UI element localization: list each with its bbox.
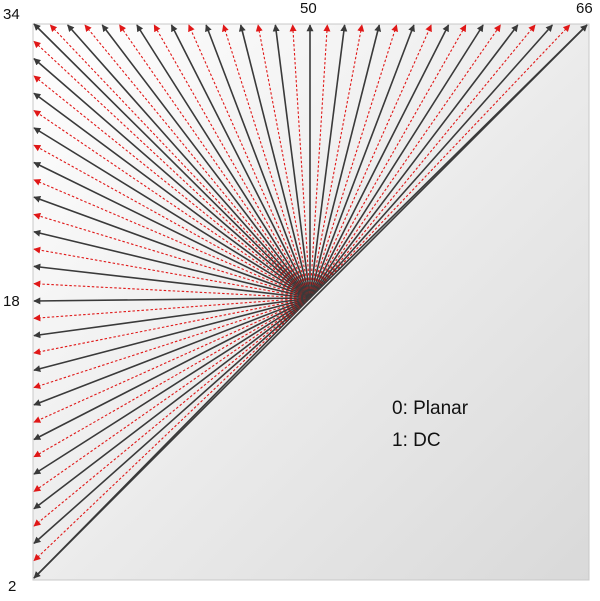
mode-arrow-7 (33, 297, 311, 492)
mode-arrow-3 (33, 297, 311, 562)
mode-arrow-5 (33, 297, 311, 527)
legend-dc: 1: DC (392, 430, 441, 451)
mode-arrow-6 (33, 297, 311, 510)
mode-arrow-42 (170, 24, 311, 299)
mode-arrow-23 (33, 212, 311, 299)
mode-arrow-19 (33, 280, 311, 299)
mode-label-66: 66 (576, 0, 593, 17)
mode-arrow-2 (33, 297, 311, 579)
mode-arrow-22 (33, 229, 311, 299)
mode-arrow-36 (67, 24, 311, 299)
mode-arrow-52 (309, 24, 348, 299)
mode-label-34: 34 (3, 6, 20, 23)
mode-arrow-66 (309, 24, 588, 299)
mode-arrow-62 (309, 24, 519, 299)
mode-arrow-28 (33, 127, 311, 299)
mode-arrow-18 (33, 297, 311, 305)
mode-arrow-41 (153, 24, 311, 299)
mode-arrow-25 (33, 179, 311, 299)
mode-arrow-4 (33, 297, 311, 544)
mode-arrow-39 (119, 24, 311, 299)
mode-arrow-61 (309, 24, 501, 299)
mode-arrow-10 (33, 297, 311, 441)
mode-arrow-45 (222, 24, 311, 299)
mode-arrow-34 (33, 23, 311, 299)
mode-arrow-24 (33, 196, 311, 299)
mode-arrow-37 (84, 24, 311, 299)
mode-arrow-48 (272, 24, 311, 299)
mode-label-18: 18 (3, 293, 20, 310)
diagonal-line-2-to-66 (33, 24, 588, 579)
mode-arrow-57 (309, 24, 432, 299)
mode-arrow-43 (188, 24, 311, 299)
mode-arrow-63 (309, 24, 536, 299)
mode-arrow-11 (33, 297, 311, 423)
mode-arrow-26 (33, 161, 311, 299)
mode-arrow-53 (309, 24, 365, 299)
mode-arrow-55 (309, 24, 398, 299)
mode-arrow-13 (33, 297, 311, 389)
mode-arrow-51 (309, 24, 331, 299)
mode-arrow-49 (289, 24, 311, 299)
mode-arrow-27 (33, 144, 311, 299)
mode-arrow-32 (33, 58, 311, 299)
mode-arrow-8 (33, 297, 311, 475)
mode-label-2: 2 (8, 578, 17, 595)
mode-label-50: 50 (300, 0, 317, 17)
legend-planar: 0: Planar (392, 398, 469, 419)
mode-arrow-12 (33, 297, 311, 406)
mode-arrow-46 (238, 24, 311, 299)
mode-arrow-40 (136, 24, 311, 299)
mode-arrow-56 (309, 24, 415, 299)
mode-arrow-64 (309, 24, 553, 299)
mode-arrow-17 (33, 297, 311, 322)
mode-arrow-16 (33, 297, 311, 339)
mode-arrow-30 (33, 92, 311, 299)
mode-arrow-38 (101, 24, 311, 299)
mode-arrow-59 (309, 24, 467, 299)
mode-arrow-14 (33, 297, 311, 373)
mode-arrow-20 (33, 263, 311, 299)
mode-arrow-44 (205, 24, 311, 299)
mode-arrow-60 (309, 24, 484, 299)
mode-arrows (33, 23, 588, 579)
mode-arrow-47 (255, 24, 311, 299)
mode-arrow-29 (33, 110, 311, 299)
mode-arrow-15 (33, 297, 311, 356)
mode-arrow-9 (33, 297, 311, 458)
mode-arrow-58 (309, 24, 450, 299)
mode-arrow-54 (309, 24, 382, 299)
mode-arrow-21 (33, 246, 311, 299)
mode-arrow-31 (33, 75, 311, 299)
